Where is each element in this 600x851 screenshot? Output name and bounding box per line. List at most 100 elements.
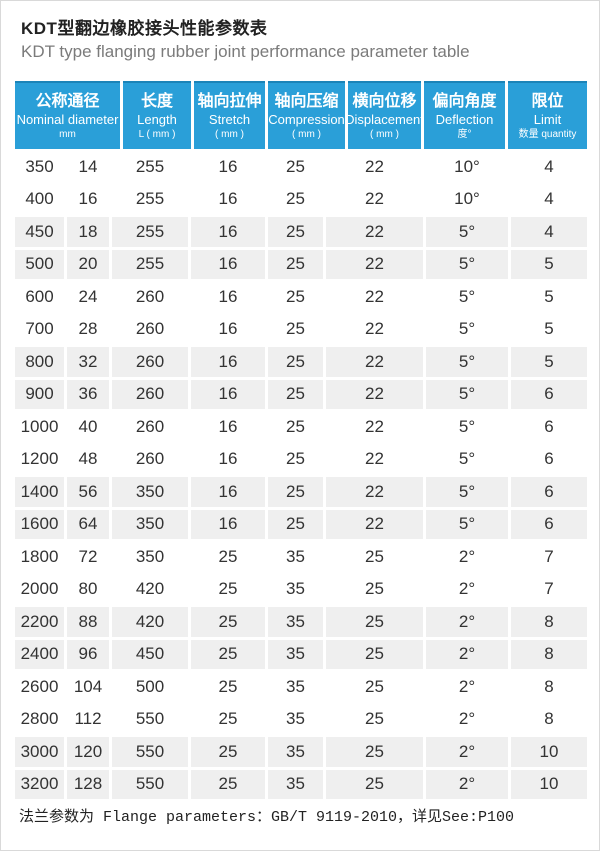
- cell-compression: 25: [268, 477, 323, 507]
- table-row: 600 24 260 16 25 22 5° 5: [15, 282, 587, 312]
- cell-length: 500: [135, 676, 165, 696]
- cell-displacement: 22: [365, 319, 384, 339]
- cell-compression: 25: [286, 286, 305, 306]
- cell-compression: 25: [286, 189, 305, 209]
- table-row: 1000 40 260 16 25 22 5° 6: [15, 412, 587, 442]
- cell-length: 260: [135, 319, 165, 339]
- cell-limit-quantity: 5: [511, 347, 587, 377]
- table-row: 1600 64 350 16 25 22 5° 6: [15, 509, 587, 539]
- cell-diameter-mm: 400: [25, 189, 54, 209]
- table-row: 1400 56 350 16 25 22 5° 6: [15, 477, 587, 507]
- cell-limit-quantity: 4: [544, 156, 554, 176]
- cell-diameter-mm: 1400: [15, 477, 64, 507]
- header-length: 长度 Length L ( mm ): [123, 81, 191, 149]
- cell-length: 550: [112, 737, 188, 767]
- table-row: 1800 72 350 25 35 25 2° 7: [15, 542, 587, 572]
- cell-diameter-mm: 450: [15, 217, 64, 247]
- cell-diameter-mm: 2200: [15, 607, 64, 637]
- cell-deflection: 5°: [426, 379, 508, 409]
- table-body: 350 14 255 16 25 22 10° 4 400 16 255 16 …: [15, 152, 587, 799]
- cell-limit-quantity: 8: [511, 607, 587, 637]
- cell-displacement: 22: [326, 379, 423, 409]
- cell-limit-quantity: 4: [544, 189, 554, 209]
- header-label-zh: 偏向角度: [432, 93, 497, 110]
- cell-limit-quantity: 7: [544, 546, 554, 566]
- cell-limit-quantity: 7: [544, 579, 554, 599]
- cell-diameter-mm: 600: [25, 286, 54, 306]
- table-row: 2000 80 420 25 35 25 2° 7: [15, 575, 587, 605]
- cell-deflection: 5°: [458, 449, 476, 469]
- header-label-zh: 限位: [531, 93, 564, 110]
- cell-diameter-inch: 48: [78, 449, 98, 469]
- header-label-zh: 长度: [140, 93, 173, 110]
- header-label-en: Deflection: [435, 112, 494, 127]
- cell-stretch: 16: [218, 449, 238, 469]
- cell-diameter-inch: 18: [67, 217, 109, 247]
- cell-length: 350: [112, 509, 188, 539]
- header-nominal-diameter: 公称通径 Nominal diameter mm: [15, 81, 120, 149]
- header-label-en: Length: [137, 112, 177, 127]
- cell-limit-quantity: 10: [511, 737, 587, 767]
- cell-compression: 35: [286, 676, 305, 696]
- cell-diameter-inch: 96: [67, 639, 109, 669]
- cell-diameter-inch: 24: [78, 286, 98, 306]
- cell-stretch: 16: [191, 217, 265, 247]
- cell-stretch: 16: [218, 286, 238, 306]
- cell-stretch: 16: [218, 189, 238, 209]
- cell-diameter-mm: 1200: [20, 449, 59, 469]
- cell-stretch: 25: [191, 737, 265, 767]
- cell-stretch: 25: [218, 709, 238, 729]
- cell-displacement: 22: [365, 156, 384, 176]
- cell-displacement: 25: [365, 579, 384, 599]
- cell-compression: 25: [286, 156, 305, 176]
- table-row: 450 18 255 16 25 22 5° 4: [15, 217, 587, 247]
- cell-limit-quantity: 6: [511, 379, 587, 409]
- cell-deflection: 5°: [426, 347, 508, 377]
- cell-displacement: 25: [326, 769, 423, 799]
- cell-compression: 35: [286, 579, 305, 599]
- cell-deflection: 5°: [426, 477, 508, 507]
- cell-displacement: 22: [326, 217, 423, 247]
- cell-diameter-inch: 20: [67, 249, 109, 279]
- cell-diameter-inch: 56: [67, 477, 109, 507]
- cell-length: 550: [135, 709, 165, 729]
- cell-diameter-inch: 32: [67, 347, 109, 377]
- header-label-unit: ( mm ): [292, 129, 321, 140]
- table-row: 2600 104 500 25 35 25 2° 8: [15, 672, 587, 702]
- cell-stretch: 25: [218, 676, 238, 696]
- cell-length: 260: [112, 347, 188, 377]
- cell-stretch: 16: [191, 509, 265, 539]
- cell-compression: 35: [286, 709, 305, 729]
- header-label-zh: 轴向拉伸: [197, 93, 262, 110]
- header-label-en: Nominal diameter: [16, 112, 119, 127]
- cell-displacement: 22: [326, 249, 423, 279]
- cell-compression: 25: [268, 249, 323, 279]
- cell-deflection: 10°: [454, 156, 480, 176]
- cell-limit-quantity: 4: [511, 217, 587, 247]
- table-row: 2200 88 420 25 35 25 2° 8: [15, 607, 587, 637]
- cell-limit-quantity: 8: [544, 709, 554, 729]
- cell-diameter-mm: 2400: [15, 639, 64, 669]
- header-stretch: 轴向拉伸 Stretch ( mm ): [194, 81, 265, 149]
- cell-compression: 35: [268, 769, 323, 799]
- table-row: 2400 96 450 25 35 25 2° 8: [15, 639, 587, 669]
- table-row: 350 14 255 16 25 22 10° 4: [15, 152, 587, 182]
- cell-length: 260: [135, 416, 165, 436]
- cell-deflection: 2°: [426, 607, 508, 637]
- cell-displacement: 25: [326, 639, 423, 669]
- cell-diameter-mm: 2000: [20, 579, 59, 599]
- header-label-zh: 横向位移: [352, 93, 417, 110]
- header-label-unit: ( mm ): [370, 129, 399, 140]
- cell-stretch: 25: [191, 607, 265, 637]
- header-label-en: Limit: [533, 112, 562, 127]
- cell-length: 255: [112, 249, 188, 279]
- cell-limit-quantity: 5: [511, 249, 587, 279]
- cell-diameter-inch: 112: [74, 709, 102, 729]
- cell-limit-quantity: 8: [544, 676, 554, 696]
- cell-length: 450: [112, 639, 188, 669]
- cell-displacement: 22: [365, 416, 384, 436]
- header-label-zh: 轴向压缩: [274, 93, 339, 110]
- cell-length: 350: [112, 477, 188, 507]
- cell-stretch: 25: [191, 769, 265, 799]
